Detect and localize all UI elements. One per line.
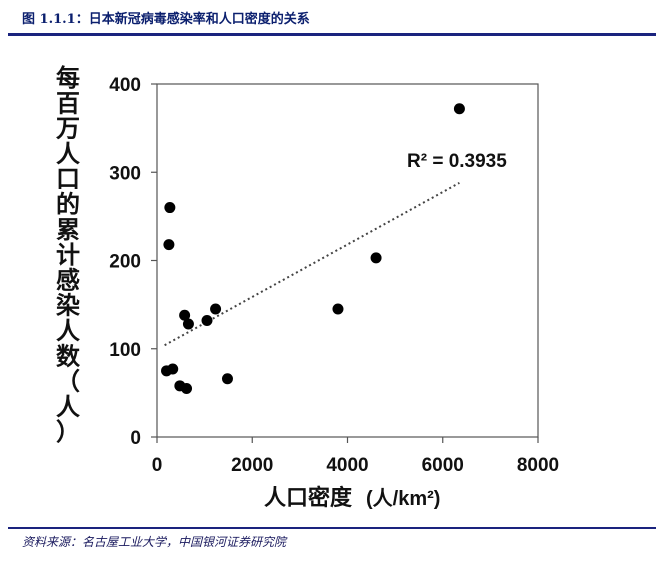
y-tick-label: 100: [109, 340, 141, 361]
figure-title: 图 1.1.1：日本新冠病毒感染率和人口密度的关系: [22, 12, 310, 27]
y-axis-label-char: 万: [56, 115, 80, 143]
y-axis-label-char: 计: [56, 241, 80, 269]
data-point: [221, 373, 233, 385]
x-tick-label: 8000: [517, 455, 559, 476]
trendline: [164, 181, 460, 347]
y-axis-label-char: 每: [56, 64, 80, 92]
y-tick-label: 0: [130, 428, 141, 449]
y-tick-label: 300: [109, 163, 141, 184]
data-point: [201, 315, 213, 327]
data-point: [164, 202, 176, 214]
y-tick-label: 200: [109, 252, 141, 273]
r-squared-annotation: R² = 0.3935: [407, 151, 507, 172]
source-divider: [8, 527, 656, 529]
data-point: [181, 382, 193, 394]
y-axis-label-char: 人: [56, 393, 80, 421]
y-axis-label-char: 累: [56, 216, 80, 244]
y-axis-label-char: 口: [56, 165, 80, 193]
data-point: [370, 252, 382, 264]
plot-area: [156, 83, 539, 438]
y-axis-label-char: 的: [56, 191, 80, 219]
x-axis-label: 人口密度: [264, 485, 353, 511]
data-point: [167, 363, 179, 375]
x-tick-label: 2000: [231, 455, 273, 476]
title-divider: [8, 33, 656, 36]
x-tick-label: 0: [152, 455, 163, 476]
y-axis-label-char: 人: [56, 140, 80, 168]
y-axis-label-char: （: [56, 368, 80, 396]
data-point: [179, 309, 191, 321]
y-axis-label-char: ）: [56, 418, 80, 446]
x-tick-label: 4000: [326, 455, 368, 476]
y-axis-label-char: 人: [56, 317, 80, 345]
y-axis-label-char: 感: [56, 266, 80, 294]
y-axis-label-char: 数: [56, 342, 81, 370]
data-point: [182, 318, 194, 330]
x-tick-label: 6000: [422, 455, 464, 476]
source-note: 资料来源：名古屋工业大学，中国银河证券研究院: [22, 535, 287, 549]
x-axis-unit: (人/km²): [366, 487, 440, 510]
data-point: [453, 103, 465, 115]
y-axis-label-char: 百: [56, 89, 80, 117]
y-tick-label: 400: [109, 75, 141, 96]
y-axis-label-char: 染: [56, 292, 80, 320]
data-point: [210, 303, 222, 315]
data-point: [332, 303, 344, 315]
data-point: [163, 239, 175, 251]
